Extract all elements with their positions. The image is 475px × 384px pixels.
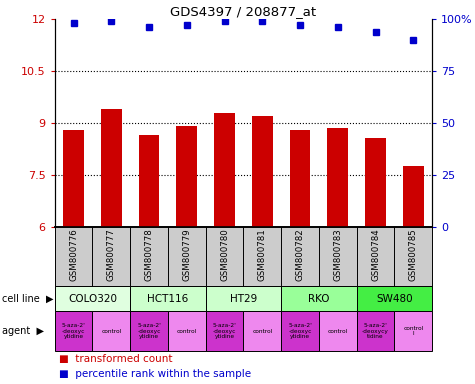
Bar [176,126,197,227]
Bar [403,166,424,227]
Text: HT29: HT29 [230,293,257,304]
Bar [206,286,281,311]
Text: GSM800783: GSM800783 [333,228,342,281]
Text: RKO: RKO [308,293,330,304]
Text: agent  ▶: agent ▶ [2,326,44,336]
Bar [394,311,432,351]
Text: GSM800776: GSM800776 [69,228,78,281]
Text: cell line  ▶: cell line ▶ [2,293,54,304]
Text: control: control [101,329,122,334]
Text: control: control [252,329,273,334]
Bar [130,311,168,351]
Text: 5-aza-2'
-deoxyc
ytidine: 5-aza-2' -deoxyc ytidine [62,323,86,339]
Text: 5-aza-2'
-deoxyc
ytidine: 5-aza-2' -deoxyc ytidine [137,323,161,339]
Text: GSM800777: GSM800777 [107,228,116,281]
Bar [327,128,348,227]
Bar [206,311,243,351]
Text: GSM800782: GSM800782 [295,228,304,281]
Text: control
l: control l [403,326,424,336]
Bar [55,311,92,351]
Bar [55,286,130,311]
Text: GSM800780: GSM800780 [220,228,229,281]
Text: ■  percentile rank within the sample: ■ percentile rank within the sample [59,369,251,379]
Bar [319,311,357,351]
Bar [168,311,206,351]
Bar [365,139,386,227]
Bar [357,311,394,351]
Bar [92,311,130,351]
Text: ■  transformed count: ■ transformed count [59,354,173,364]
Text: control: control [177,329,197,334]
Text: HCT116: HCT116 [147,293,189,304]
Text: GSM800785: GSM800785 [409,228,418,281]
Text: SW480: SW480 [376,293,413,304]
Bar [130,286,206,311]
Bar [252,116,273,227]
Bar [357,286,432,311]
Bar [139,135,160,227]
Text: GSM800784: GSM800784 [371,228,380,281]
Text: GSM800779: GSM800779 [182,228,191,281]
Text: COLO320: COLO320 [68,293,117,304]
Text: GSM800781: GSM800781 [258,228,267,281]
Bar [214,113,235,227]
Bar [243,311,281,351]
Text: 5-aza-2'
-deoxyc
ytidine: 5-aza-2' -deoxyc ytidine [288,323,312,339]
Text: control: control [328,329,348,334]
Bar [281,311,319,351]
Bar [101,109,122,227]
Bar [290,130,311,227]
Bar [63,130,84,227]
Text: 5-aza-2'
-deoxyc
ytidine: 5-aza-2' -deoxyc ytidine [213,323,237,339]
Text: GSM800778: GSM800778 [144,228,153,281]
Title: GDS4397 / 208877_at: GDS4397 / 208877_at [171,5,316,18]
Text: 5-aza-2'
-deoxycy
tidine: 5-aza-2' -deoxycy tidine [362,323,389,339]
Bar [281,286,357,311]
